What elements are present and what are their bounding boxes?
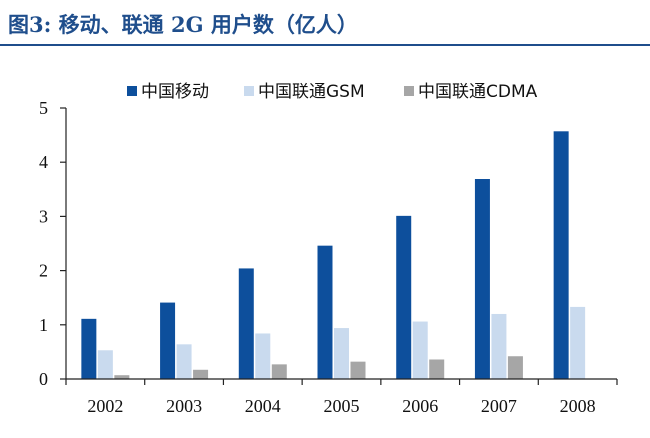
legend-swatch-0	[127, 86, 137, 96]
bar-2005-series-1	[334, 328, 349, 379]
x-tick-label: 2002	[87, 396, 123, 416]
bar-2002-series-0	[81, 318, 97, 379]
figure-header: 图3: 移动、联通 2G 用户数（亿人）	[0, 0, 650, 46]
bar-2003-series-2	[193, 369, 209, 379]
bar-2003-series-0	[160, 302, 176, 379]
bar-2002-series-1	[97, 350, 113, 379]
bar-2006-series-0	[396, 215, 412, 379]
bar-2005-series-2	[350, 361, 366, 379]
legend-label-0: 中国移动	[141, 82, 209, 102]
bar-2006-series-1	[412, 321, 428, 379]
legend-swatch-2	[404, 86, 414, 96]
bar-2004-series-2	[271, 364, 287, 379]
x-tick-label: 2003	[166, 396, 202, 416]
y-axis: 0 1 2 3 4 5	[39, 98, 67, 389]
bar-2007-series-1	[491, 313, 507, 379]
bar-2007-series-2	[507, 356, 523, 379]
y-tick-label: 1	[39, 315, 48, 335]
x-axis: 2002 2003 2004 2005 2006 2007 2008	[65, 378, 618, 416]
chart-legend: 中国移动 中国联通GSM 中国联通CDMA	[127, 82, 538, 102]
bar-2008-series-0	[553, 131, 569, 379]
y-tick-label: 4	[39, 152, 48, 172]
bar-2006-series-2	[429, 359, 445, 379]
y-tick-label: 0	[39, 369, 48, 389]
bar-2002-series-2	[114, 375, 130, 379]
y-tick-label: 3	[39, 206, 48, 226]
bar-2004-series-0	[238, 268, 254, 379]
x-tick-label: 2007	[481, 396, 517, 416]
x-tick-label: 2006	[402, 396, 438, 416]
x-tick-label: 2004	[245, 396, 281, 416]
y-tick-label: 5	[39, 98, 48, 118]
x-tick-label: 2008	[560, 396, 596, 416]
figure-title: 图3: 移动、联通 2G 用户数（亿人）	[8, 12, 358, 37]
x-tick-label: 2005	[324, 396, 360, 416]
legend-label-1: 中国联通GSM	[258, 82, 365, 102]
bar-2004-series-1	[255, 333, 271, 379]
bar-2008-series-1	[570, 306, 586, 379]
legend-label-2: 中国联通CDMA	[418, 82, 538, 102]
bar-2007-series-0	[474, 179, 490, 379]
bar-2003-series-1	[176, 344, 192, 379]
y-tick-label: 2	[39, 261, 48, 281]
bar-marks	[81, 131, 586, 379]
legend-swatch-1	[244, 86, 254, 96]
bar-2005-series-0	[317, 245, 333, 379]
